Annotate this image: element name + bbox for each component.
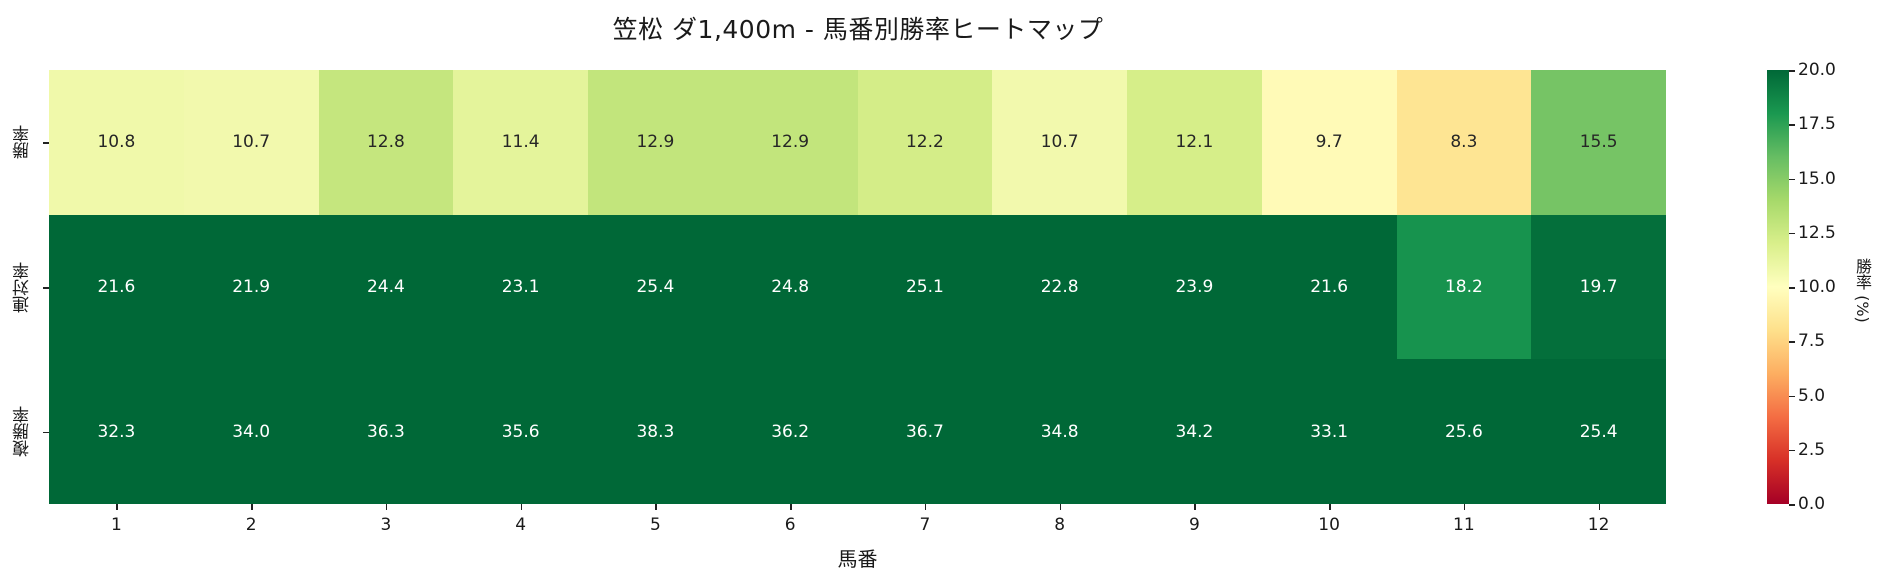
heatmap-cell: 10.7 [183, 70, 319, 215]
y-tick-label: 連対率 [0, 237, 44, 337]
heatmap-cell: 38.3 [588, 359, 723, 504]
colorbar-tick-mark [1789, 395, 1795, 397]
x-tick-mark [655, 504, 657, 510]
colorbar-tick-label: 20.0 [1798, 60, 1836, 80]
heatmap-cell: 21.6 [49, 214, 184, 360]
x-tick-mark [1463, 504, 1466, 510]
x-tick-mark [520, 504, 523, 510]
chart-title: 笠松 ダ1,400m - 馬番別勝率ヒートマップ [612, 15, 1104, 44]
y-tick-label: 勝率 [0, 92, 44, 192]
y-tick-mark [43, 431, 49, 434]
heatmap-cell: 24.4 [318, 214, 454, 360]
heatmap-cell: 9.7 [1261, 70, 1397, 215]
x-tick-mark [924, 504, 927, 510]
colorbar-tick-label: 15.0 [1798, 168, 1836, 189]
x-tick-label: 11 [1453, 515, 1475, 535]
heatmap-cell: 11.4 [453, 70, 588, 215]
y-tick-label-text: 連対率 [12, 261, 33, 313]
heatmap-grid: 10.8 10.7 12.8 11.4 12.9 12.9 12.2 10.7 12.1 9.7 8… [49, 70, 1666, 504]
colorbar [1767, 70, 1789, 504]
heatmap-cell: 21.9 [183, 214, 319, 360]
heatmap-cell: 19.7 [1531, 214, 1666, 360]
heatmap-cell: 34.2 [1127, 359, 1262, 504]
x-tick-label: 12 [1587, 515, 1610, 535]
heatmap-cell: 34.0 [183, 359, 319, 504]
heatmap-cell: 36.3 [318, 359, 454, 504]
heatmap-cell: 25.1 [857, 214, 993, 360]
colorbar-tick-mark [1789, 124, 1795, 126]
heatmap-cell: 25.4 [1531, 359, 1666, 504]
x-tick-label: 5 [649, 515, 661, 535]
x-tick-mark [790, 504, 792, 510]
heatmap-cell: 24.8 [722, 214, 858, 360]
colorbar-tick-mark [1789, 341, 1795, 343]
heatmap-cell: 36.7 [857, 359, 993, 504]
colorbar-tick-label: 12.5 [1798, 222, 1836, 243]
heatmap-cell: 23.1 [453, 214, 588, 360]
colorbar-tick-mark [1789, 178, 1795, 180]
heatmap-cell: 12.1 [1127, 70, 1262, 215]
x-tick-label: 6 [784, 515, 796, 535]
x-tick-mark [385, 504, 388, 510]
x-tick-mark [116, 504, 118, 510]
x-tick-mark [1194, 504, 1196, 510]
heatmap-cell: 12.2 [857, 70, 993, 215]
x-tick-label: 2 [245, 515, 257, 535]
heatmap-cell: 21.6 [1261, 214, 1397, 360]
colorbar-tick-label: 7.5 [1798, 331, 1826, 352]
colorbar-tick-mark [1789, 287, 1795, 289]
heatmap-cell: 15.5 [1531, 70, 1666, 215]
colorbar-tick-mark [1789, 232, 1795, 235]
x-tick-label: 7 [919, 515, 931, 535]
x-tick-label: 8 [1054, 515, 1066, 535]
x-axis-title: 馬番 [837, 547, 878, 571]
heatmap-cell: 23.9 [1127, 214, 1262, 360]
y-tick-mark [43, 287, 49, 289]
heatmap-cell: 34.8 [992, 359, 1127, 504]
heatmap-cell: 10.7 [992, 70, 1127, 215]
colorbar-tick-label: 17.5 [1798, 114, 1836, 135]
x-tick-mark [1329, 504, 1331, 510]
colorbar-tick-label: 2.5 [1798, 439, 1826, 460]
x-tick-label: 10 [1318, 515, 1340, 535]
heatmap-cell: 18.2 [1396, 214, 1532, 360]
x-tick-mark [1059, 504, 1062, 510]
heatmap-cell: 12.9 [588, 70, 723, 215]
heatmap-cell: 12.8 [318, 70, 454, 215]
colorbar-tick-label: 10.0 [1798, 277, 1836, 297]
heatmap-cell: 22.8 [992, 214, 1127, 360]
y-tick-mark [43, 142, 49, 144]
colorbar-tick-label: 5.0 [1798, 385, 1826, 406]
x-tick-mark [1598, 504, 1601, 510]
colorbar-tick-mark [1789, 70, 1795, 72]
heatmap-cell: 10.8 [49, 70, 184, 215]
heatmap-cell: 25.6 [1396, 359, 1532, 504]
colorbar-tick-label: 0.0 [1798, 494, 1826, 514]
heatmap-cell: 25.4 [588, 214, 723, 360]
heatmap-cell: 35.6 [453, 359, 588, 504]
heatmap-cell: 32.3 [49, 359, 184, 504]
x-tick-label: 4 [515, 515, 527, 535]
colorbar-tick-mark [1789, 449, 1795, 452]
heatmap-cell: 33.1 [1261, 359, 1397, 504]
x-tick-label: 1 [110, 515, 122, 535]
colorbar-tick-mark [1789, 504, 1795, 506]
colorbar-title: 勝率 (%) [1853, 257, 1872, 323]
y-tick-label-text: 複勝率 [12, 406, 33, 458]
heatmap-cell: 12.9 [722, 70, 858, 215]
y-tick-label: 複勝率 [0, 382, 44, 482]
heatmap-cell: 8.3 [1396, 70, 1532, 215]
x-tick-label: 3 [380, 515, 392, 535]
x-tick-mark [251, 504, 253, 510]
heatmap-cell: 36.2 [722, 359, 858, 504]
y-tick-label-text: 勝率 [12, 125, 33, 160]
x-tick-label: 9 [1188, 515, 1200, 535]
